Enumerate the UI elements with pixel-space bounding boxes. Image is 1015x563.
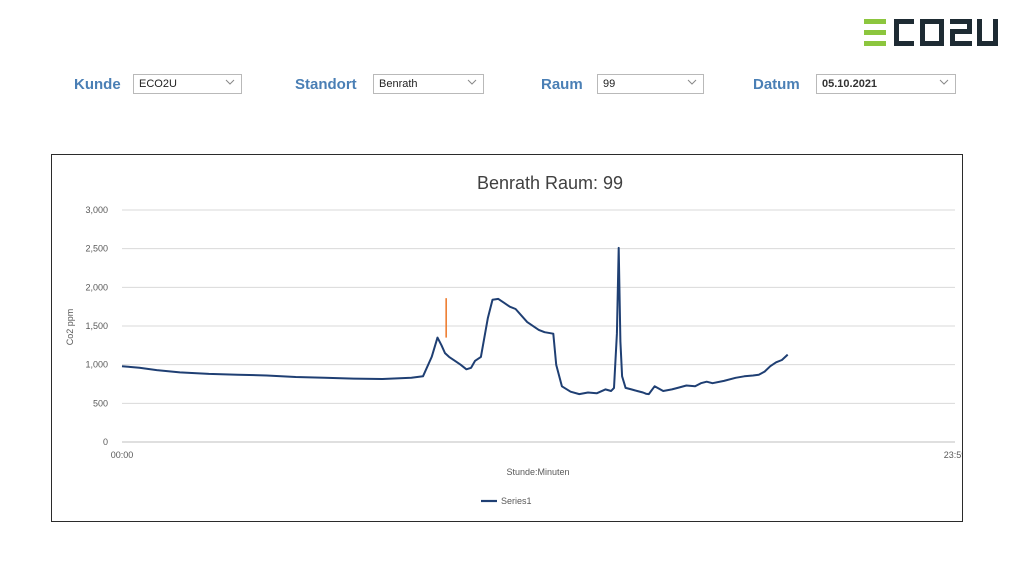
standort-select[interactable]: Benrath bbox=[373, 74, 484, 94]
y-tick-label: 3,000 bbox=[85, 205, 108, 215]
co2-chart: Benrath Raum: 99 0 500 1,000 1,500 2,000 2,50… bbox=[51, 154, 963, 522]
datum-label: Datum bbox=[753, 76, 800, 93]
raum-select-value: 99 bbox=[603, 78, 616, 90]
eco2u-logo bbox=[864, 19, 998, 46]
x-tick-label: 23:59 bbox=[944, 450, 962, 460]
kunde-select-value: ECO2U bbox=[139, 78, 177, 90]
y-axis-label: Co2 ppm bbox=[65, 309, 75, 346]
legend: Series1 bbox=[481, 496, 532, 506]
y-tick-label: 2,000 bbox=[85, 282, 108, 292]
y-tick-labels: 0 500 1,000 1,500 2,000 2,500 3,000 bbox=[85, 205, 108, 447]
chevron-down-icon bbox=[939, 79, 949, 85]
x-tick-label: 00:00 bbox=[111, 450, 134, 460]
datum-select-value: 05.10.2021 bbox=[822, 78, 878, 90]
legend-label: Series1 bbox=[501, 496, 532, 506]
raum-label: Raum bbox=[541, 76, 583, 93]
y-tick-label: 500 bbox=[93, 398, 108, 408]
x-tick-labels: 00:00 23:59 bbox=[111, 450, 962, 460]
y-tick-label: 2,500 bbox=[85, 244, 108, 254]
series-line bbox=[121, 246, 789, 396]
x-axis-label: Stunde:Minuten bbox=[506, 467, 569, 477]
raum-select[interactable]: 99 bbox=[597, 74, 704, 94]
filter-bar: Kunde ECO2U Standort Benrath Raum 99 Dat… bbox=[0, 0, 1015, 110]
chart-title: Benrath Raum: 99 bbox=[477, 173, 623, 193]
datum-select[interactable]: 05.10.2021 bbox=[816, 74, 956, 94]
standort-label: Standort bbox=[295, 76, 357, 93]
chevron-down-icon bbox=[687, 79, 697, 85]
kunde-label: Kunde bbox=[74, 76, 121, 93]
chevron-down-icon bbox=[467, 79, 477, 85]
y-tick-label: 1,500 bbox=[85, 321, 108, 331]
plot-area bbox=[121, 246, 789, 396]
y-tick-label: 1,000 bbox=[85, 360, 108, 370]
chevron-down-icon bbox=[225, 79, 235, 85]
chart-svg: Benrath Raum: 99 0 500 1,000 1,500 2,000 2,50… bbox=[65, 173, 962, 506]
kunde-select[interactable]: ECO2U bbox=[133, 74, 242, 94]
y-tick-label: 0 bbox=[103, 437, 108, 447]
standort-select-value: Benrath bbox=[379, 78, 418, 90]
gridlines bbox=[122, 209, 955, 443]
